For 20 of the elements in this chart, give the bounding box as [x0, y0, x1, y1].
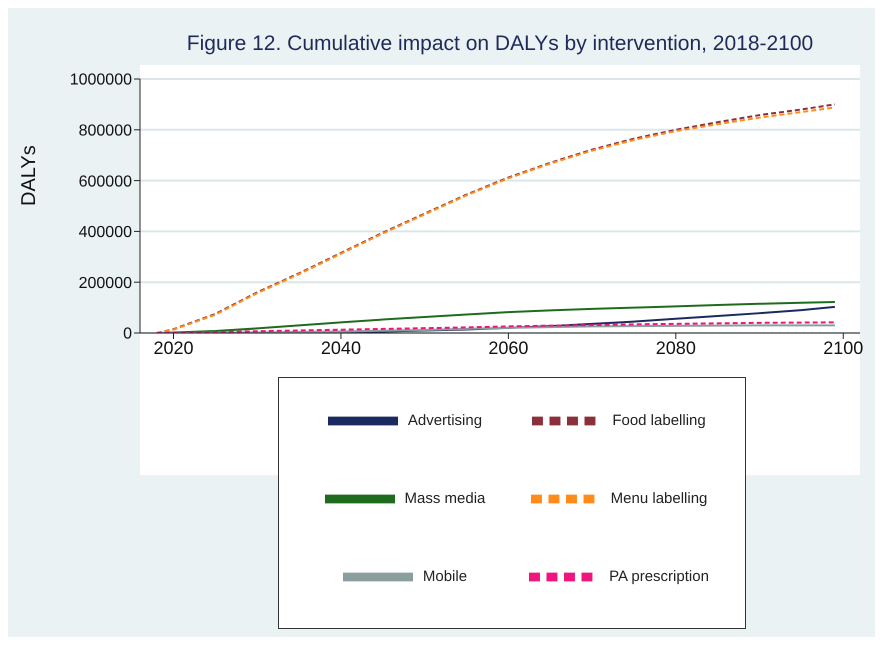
y-tick-label: 800000 [78, 122, 132, 140]
x-tick-label: 2020 [153, 338, 194, 358]
y-tick-label: 1000000 [70, 72, 132, 89]
chart-title: Figure 12. Cumulative impact on DALYs by intervention, 2018-2100 [186, 32, 814, 56]
legend-label: Mass media [404, 490, 486, 508]
x-tick-label: 2060 [488, 338, 528, 358]
y-tick-label: 600000 [78, 173, 132, 190]
legend-label: Food labelling [612, 412, 706, 430]
x-tick-label: 2040 [320, 338, 361, 358]
y-tick-label: 0 [123, 326, 132, 343]
y-tick-label: 400000 [78, 224, 132, 242]
legend-label: Advertising [408, 412, 482, 430]
x-tick-label: 2080 [656, 338, 696, 358]
y-axis-title: DALYs [18, 145, 40, 206]
x-tick-label: 2100 [823, 338, 864, 358]
legend-label: Mobile [422, 568, 468, 586]
line-series [156, 321, 836, 333]
legend-label: PA prescription [609, 568, 709, 586]
legend-label: Menu labelling [610, 490, 708, 508]
y-tick-label: 200000 [78, 274, 132, 292]
